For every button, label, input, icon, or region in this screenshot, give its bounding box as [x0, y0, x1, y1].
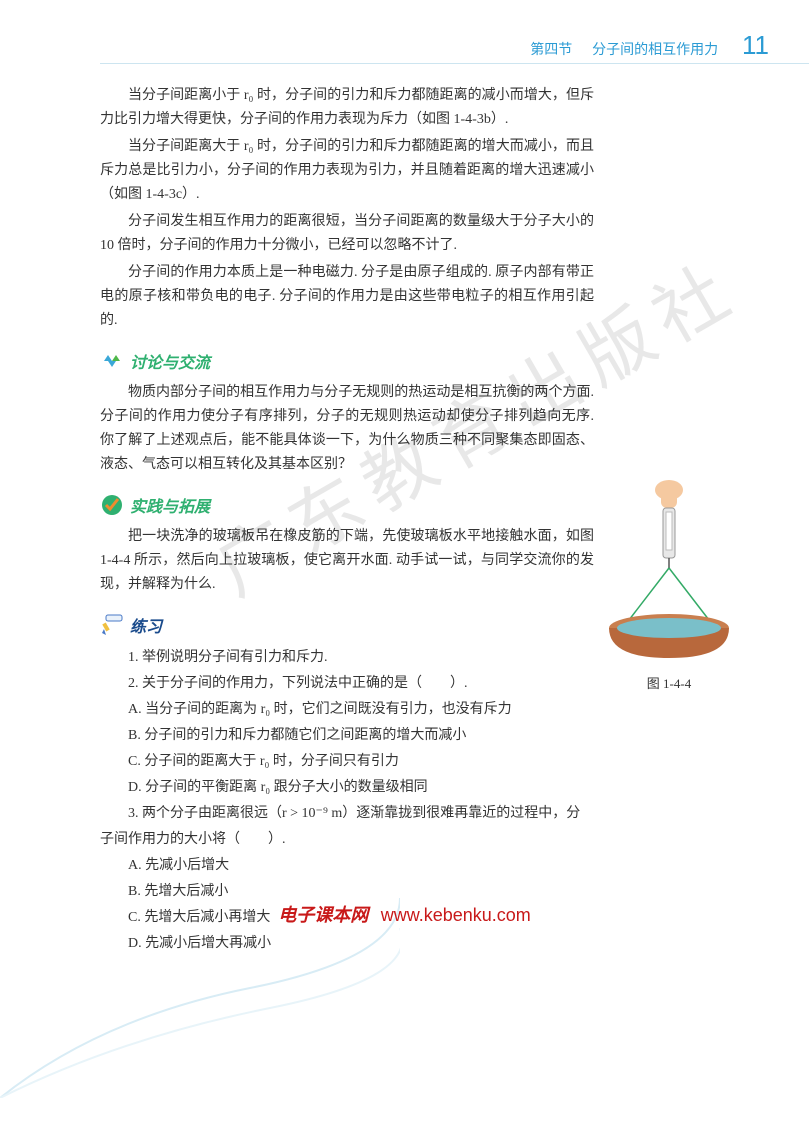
exercise-q2-opt-d: D. 分子间的平衡距离 r₀ 跟分子大小的数量级相同 — [100, 775, 594, 801]
discuss-title-text: 讨论与交流 — [130, 349, 210, 373]
practice-text: 把一块洗净的玻璃板吊在橡皮筋的下端，先使玻璃板水平地接触水面，如图 1-4-4 … — [100, 525, 594, 597]
main-paragraphs: 当分子间距离小于 r₀ 时，分子间的引力和斥力都随距离的减小而增大，但斥力比引力… — [100, 84, 594, 333]
exercise-q1: 1. 举例说明分子间有引力和斥力. — [100, 645, 594, 671]
page-header: 第四节 分子间的相互作用力 11 — [0, 0, 809, 61]
discuss-paragraph: 物质内部分子间的相互作用力与分子无规则的热运动是相互抗衡的两个方面. 分子间的作… — [100, 381, 594, 477]
paragraph-1: 当分子间距离小于 r₀ 时，分子间的引力和斥力都随距离的减小而增大，但斥力比引力… — [100, 84, 594, 132]
exercise-q2-opt-c: C. 分子间的距离大于 r₀ 时，分子间只有引力 — [100, 749, 594, 775]
pencil-icon — [100, 613, 124, 637]
footer-site-name: 电子课本网 — [278, 905, 368, 925]
exercise-q2-opt-a: A. 当分子间的距离为 r₀ 时，它们之间既没有引力，也没有斥力 — [100, 697, 594, 723]
discuss-section-heading: 讨论与交流 — [100, 349, 809, 373]
exercise-q2: 2. 关于分子间的作用力，下列说法中正确的是（ ）. — [100, 671, 594, 697]
exercise-title-text: 练习 — [130, 613, 162, 637]
page-number: 11 — [742, 30, 769, 61]
exercise-q3: 3. 两个分子由距离很远（r > 10⁻⁹ m）逐渐靠拢到很难再靠近的过程中，分… — [100, 801, 594, 853]
experiment-illustration — [599, 480, 739, 660]
exercise-q2-opt-b: B. 分子间的引力和斥力都随它们之间距离的增大而减小 — [100, 723, 594, 749]
practice-paragraph: 把一块洗净的玻璃板吊在橡皮筋的下端，先使玻璃板水平地接触水面，如图 1-4-4 … — [100, 525, 594, 597]
footer: 电子课本网 www.kebenku.com — [0, 901, 809, 927]
paragraph-3: 分子间发生相互作用力的距离很短，当分子间距离的数量级大于分子大小的 10 倍时，… — [100, 210, 594, 258]
figure-caption: 图 1-4-4 — [599, 673, 739, 692]
header-underline — [100, 63, 809, 64]
discuss-text: 物质内部分子间的相互作用力与分子无规则的热运动是相互抗衡的两个方面. 分子间的作… — [100, 381, 594, 477]
header-title: 分子间的相互作用力 — [592, 41, 718, 57]
exercise-q3-opt-a: A. 先减小后增大 — [100, 853, 594, 879]
footer-url: www.kebenku.com — [381, 905, 531, 925]
paragraph-4: 分子间的作用力本质上是一种电磁力. 分子是由原子组成的. 原子内部有带正电的原子… — [100, 261, 594, 333]
figure-1-4-4: 图 1-4-4 — [599, 480, 739, 692]
check-icon — [100, 493, 124, 517]
exercise-q3-opt-d: D. 先减小后增大再减小 — [100, 931, 594, 957]
practice-title-text: 实践与拓展 — [130, 493, 210, 517]
header-section: 第四节 — [530, 41, 572, 57]
recycle-icon — [100, 349, 124, 373]
paragraph-2: 当分子间距离大于 r₀ 时，分子间的引力和斥力都随距离的增大而减小，而且斥力总是… — [100, 135, 594, 207]
